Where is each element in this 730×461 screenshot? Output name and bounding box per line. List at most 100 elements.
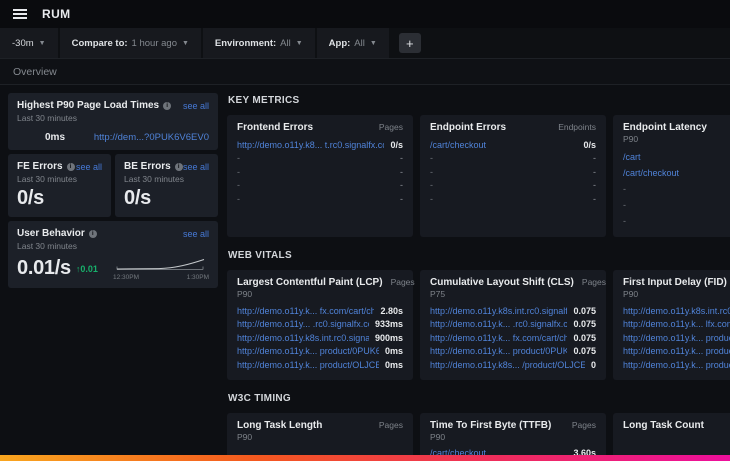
add-filter-button[interactable]: +	[398, 33, 421, 53]
row-page-link[interactable]: http://demo.o11y.k... product/0PUK6V6EV0	[237, 346, 379, 357]
row-page-link[interactable]: /cart/checkout	[430, 448, 487, 459]
row-value: 0	[590, 359, 596, 370]
row-page-link[interactable]: -	[237, 166, 240, 177]
row-page-link[interactable]: http://demo.o11y.k8... t.rc0.signalfx.co…	[237, 139, 384, 150]
see-all-link[interactable]: see all	[182, 228, 209, 239]
row-endpoint-link[interactable]: -	[623, 200, 626, 210]
row-page-link[interactable]: http://demo.o11y.k... lfx.com/cart/check…	[623, 319, 730, 330]
row-endpoint-link[interactable]: -	[430, 180, 433, 191]
metric-row: http://demo.o11y.k... product/0PUK6V6EV0…	[430, 345, 596, 359]
metric-row: http://demo.o11y.k8s.int.rc0.signalfx.co…	[430, 304, 596, 318]
hamburger-menu-icon[interactable]	[13, 9, 27, 19]
percentile-label: P90	[623, 134, 639, 144]
row-page-link[interactable]: http://demo.o11y.k... fx.com/cart/checko…	[430, 332, 568, 343]
app-label: App:	[328, 37, 351, 49]
metric-row: http://demo.o11y.k... fx.com/cart/checko…	[430, 331, 596, 345]
section-title-key-metrics: KEY METRICS	[228, 95, 300, 106]
card-title: BE Errors	[124, 161, 171, 172]
card-title: FE Errors	[17, 161, 63, 172]
compare-label: Compare to:	[71, 37, 128, 49]
row-endpoint-link[interactable]: -	[623, 184, 626, 194]
metric-row: - -	[237, 179, 403, 193]
row-value: -	[593, 153, 596, 164]
row-page-link[interactable]: http://demo.o11y.k... product/OLJCESPC7Z	[623, 359, 730, 370]
filter-bar: -30m ▼ Compare to: 1 hour ago ▼ Environm…	[0, 28, 730, 58]
metric-row: - -	[237, 165, 403, 179]
row-value: -	[593, 193, 596, 204]
w3c-timing-row: Long Task Length Pages P90 (no data) Tim…	[227, 412, 730, 461]
row-endpoint-link[interactable]: -	[623, 216, 626, 226]
sparkline-time-start: 12:30PM	[113, 274, 140, 281]
card-title: Endpoint Latency	[623, 122, 707, 133]
metric-row: /cart/checkout	[623, 165, 730, 181]
row-page-link[interactable]: http://demo.o11y.k8s... /product/OLJCESP…	[430, 359, 585, 370]
info-icon[interactable]	[66, 162, 75, 171]
row-page-link[interactable]: -	[237, 193, 240, 204]
row-endpoint-link[interactable]: /cart/checkout	[430, 139, 487, 150]
card-title: Highest P90 Page Load Times	[17, 100, 160, 111]
percentile-label: P90	[623, 289, 639, 299]
fid-card: First Input Delay (FID) P90 http://demo.…	[613, 270, 730, 380]
compare-to-picker[interactable]: Compare to: 1 hour ago ▼	[59, 28, 201, 58]
ttfb-card: Time To First Byte (TTFB) Pages P90 /car…	[420, 412, 606, 461]
tab-overview[interactable]: Overview	[13, 65, 57, 78]
metric-row: http://demo.o11y.k... product/0PUK6V6EV0	[623, 345, 730, 359]
long-task-count-card: Long Task Count (no data)	[613, 412, 730, 461]
card-title: Largest Contentful Paint (LCP)	[237, 277, 383, 288]
row-page-link[interactable]: http://demo.o11y.k8s.int.rc0.signalfx.co…	[237, 332, 369, 343]
metric-row: http://demo.o11y.k... product/OLJCESPC7Z	[623, 358, 730, 372]
long-task-length-card: Long Task Length Pages P90 (no data)	[227, 412, 413, 461]
metric-row: -	[623, 197, 730, 213]
metric-row: http://demo.o11y.k8s.int.rc0.signalfx.co…	[237, 331, 403, 345]
row-endpoint-link[interactable]: /cart/checkout	[623, 168, 680, 178]
row-page-link[interactable]: http://demo.o11y.k... product/OLJCESPC7Z	[237, 359, 379, 370]
column-header: Pages	[571, 419, 596, 430]
main-area: Highest P90 Page Load Times see all Last…	[0, 85, 730, 461]
card-subtitle: Last 30 minutes	[17, 174, 78, 184]
metric-row: - -	[430, 179, 596, 193]
row-page-link[interactable]: http://demo.o11y... .rc0.signalfx.com/ca…	[237, 319, 369, 330]
row-page-link[interactable]: http://demo.o11y.k... fx.com/cart/checko…	[237, 305, 375, 316]
time-range-picker[interactable]: -30m ▼	[0, 28, 58, 58]
row-page-link[interactable]: http://demo.o11y.k... product/0PUK6V6EV0	[430, 346, 568, 357]
environment-picker[interactable]: Environment: All ▼	[202, 28, 315, 58]
metric-row: /cart/checkout 3.60s	[430, 447, 596, 461]
row-page-link[interactable]: http://demo.o11y.k... product/66VCHSJNUP	[623, 332, 730, 343]
card-subtitle: Last 30 minutes	[17, 241, 78, 251]
metric-rows: /cart/checkout 0/s - - - -	[430, 138, 596, 206]
row-endpoint-link[interactable]: -	[430, 153, 433, 164]
row-page-link[interactable]: -	[237, 153, 240, 164]
page-load-value: 0ms	[45, 132, 66, 143]
metric-row: - -	[430, 192, 596, 206]
page-load-url-link[interactable]: http://dem...?0PUK6V6EV0	[93, 132, 209, 143]
row-value: 0ms	[384, 359, 403, 370]
see-all-link[interactable]: see all	[75, 161, 102, 172]
row-page-link[interactable]: http://demo.o11y.k8s.int.rc0.signalfx.co…	[430, 305, 568, 316]
row-endpoint-link[interactable]: -	[430, 193, 433, 204]
card-title: First Input Delay (FID)	[623, 277, 727, 288]
metric-row: http://demo.o11y.k... product/0PUK6V6EV0…	[237, 345, 403, 359]
app-picker[interactable]: App: All ▼	[316, 28, 389, 58]
row-page-link[interactable]: http://demo.o11y.k... product/0PUK6V6EV0	[623, 346, 730, 357]
endpoint-errors-card: Endpoint Errors Endpoints /cart/checkout…	[420, 115, 606, 237]
brand-gradient-bar	[0, 455, 730, 461]
row-endpoint-link[interactable]: -	[430, 166, 433, 177]
percentile-label: P90	[237, 289, 253, 299]
column-header: Pages	[390, 277, 415, 287]
row-endpoint-link[interactable]: /cart	[623, 152, 641, 162]
row-value: 2.80s	[380, 305, 403, 316]
row-page-link[interactable]: http://demo.o11y.k8s.int.rc0.signalfx.co…	[623, 305, 730, 316]
info-icon[interactable]	[174, 162, 183, 171]
info-icon[interactable]	[88, 229, 97, 238]
see-all-link[interactable]: see all	[182, 100, 209, 111]
metric-row: http://demo.o11y.k... product/OLJCESPC7Z…	[237, 358, 403, 372]
sparkline-time-end: 1:30PM	[186, 274, 209, 281]
row-page-link[interactable]: http://demo.o11y.k... .rc0.signalfx.com/…	[430, 319, 568, 330]
row-value: 933ms	[374, 319, 403, 330]
compare-value: 1 hour ago	[131, 37, 177, 49]
see-all-link[interactable]: see all	[182, 161, 209, 172]
row-page-link[interactable]: -	[237, 180, 240, 191]
row-value: -	[400, 193, 403, 204]
info-icon[interactable]	[163, 101, 172, 110]
delta-up-indicator: ↑0.01	[75, 263, 98, 274]
